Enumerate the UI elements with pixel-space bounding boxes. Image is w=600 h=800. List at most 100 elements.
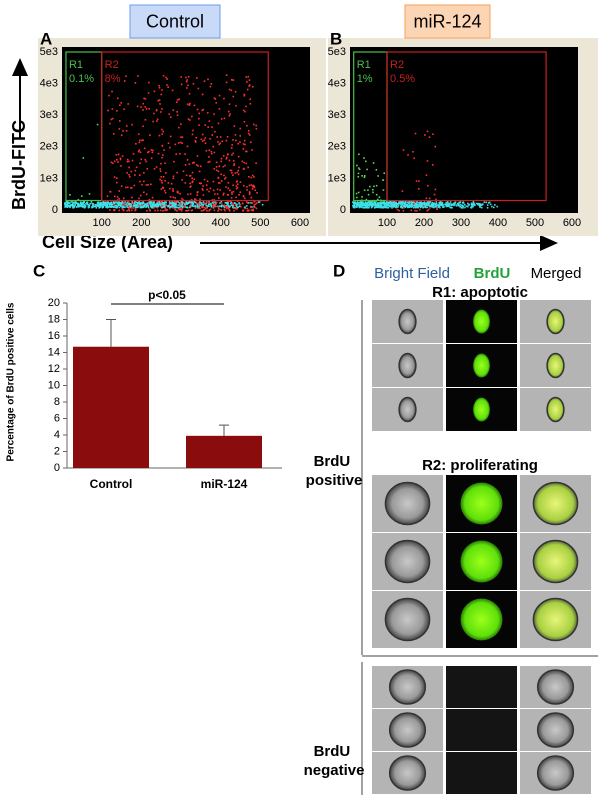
event-dot bbox=[141, 183, 143, 186]
event-dot bbox=[403, 206, 406, 208]
event-dot bbox=[245, 201, 248, 203]
event-dot bbox=[385, 205, 388, 208]
event-dot bbox=[251, 188, 254, 190]
cell-image bbox=[520, 533, 594, 590]
event-dot bbox=[383, 206, 385, 209]
event-dot bbox=[243, 161, 245, 164]
event-dot bbox=[367, 193, 370, 196]
event-dot bbox=[161, 202, 164, 204]
event-dot bbox=[468, 203, 471, 206]
event-dot bbox=[372, 203, 374, 206]
gate-percent: 8% bbox=[105, 73, 121, 85]
event-dot bbox=[206, 180, 209, 183]
event-dot bbox=[194, 204, 196, 207]
cell-image bbox=[372, 666, 446, 708]
event-dot bbox=[189, 102, 191, 105]
event-dot bbox=[164, 191, 167, 194]
event-dot bbox=[138, 174, 141, 176]
event-dot bbox=[107, 202, 110, 204]
event-dot bbox=[140, 106, 142, 108]
event-dot bbox=[250, 202, 252, 204]
event-dot bbox=[114, 204, 116, 207]
event-dot bbox=[116, 202, 119, 205]
event-dot bbox=[116, 110, 118, 112]
event-dot bbox=[198, 117, 200, 120]
event-dot bbox=[121, 205, 124, 208]
cell-image bbox=[446, 300, 520, 343]
event-dot bbox=[80, 205, 83, 207]
event-dot bbox=[149, 209, 151, 212]
event-dot bbox=[372, 191, 374, 194]
event-dot bbox=[120, 102, 122, 104]
event-dot bbox=[185, 203, 188, 205]
event-dot bbox=[438, 205, 440, 208]
event-dot bbox=[428, 207, 431, 209]
event-dot bbox=[239, 181, 242, 183]
event-dot bbox=[195, 201, 197, 204]
event-dot bbox=[109, 190, 112, 193]
event-dot bbox=[119, 104, 121, 107]
event-dot bbox=[208, 120, 211, 122]
event-dot bbox=[167, 205, 169, 207]
event-dot bbox=[231, 154, 233, 156]
y-tick-label: 2e3 bbox=[40, 141, 58, 153]
event-dot bbox=[216, 136, 219, 138]
event-dot bbox=[418, 205, 420, 207]
event-dot bbox=[75, 206, 78, 208]
event-dot bbox=[452, 203, 455, 206]
event-dot bbox=[420, 201, 423, 204]
event-dot bbox=[180, 205, 183, 208]
event-dot bbox=[168, 113, 171, 116]
event-dot bbox=[209, 137, 211, 140]
event-dot bbox=[208, 209, 210, 212]
event-dot bbox=[118, 120, 121, 122]
event-dot bbox=[238, 205, 241, 208]
event-dot bbox=[110, 202, 112, 204]
event-dot bbox=[168, 187, 171, 190]
event-dot bbox=[368, 205, 371, 207]
event-dot bbox=[403, 205, 406, 207]
event-dot bbox=[434, 205, 436, 208]
event-dot bbox=[207, 78, 209, 81]
event-dot bbox=[230, 147, 233, 149]
event-dot bbox=[471, 203, 474, 205]
event-dot bbox=[367, 203, 370, 206]
event-dot bbox=[403, 202, 405, 205]
event-dot bbox=[144, 106, 147, 108]
event-dot bbox=[356, 202, 358, 205]
event-dot bbox=[185, 201, 187, 203]
event-dot bbox=[230, 78, 233, 81]
event-dot bbox=[151, 204, 154, 207]
cell-image bbox=[446, 591, 520, 648]
event-dot bbox=[365, 202, 367, 205]
event-dot bbox=[233, 160, 235, 162]
event-dot bbox=[139, 206, 142, 209]
event-dot bbox=[175, 101, 178, 103]
y-tick-label: 0 bbox=[340, 204, 346, 216]
event-dot bbox=[127, 204, 129, 207]
event-dot bbox=[353, 206, 356, 209]
event-dot bbox=[196, 202, 199, 205]
event-dot bbox=[139, 203, 142, 206]
event-dot bbox=[246, 210, 249, 212]
event-dot bbox=[423, 201, 426, 203]
event-dot bbox=[377, 206, 380, 208]
event-dot bbox=[72, 206, 75, 209]
event-dot bbox=[206, 207, 208, 209]
event-dot bbox=[143, 97, 145, 100]
event-dot bbox=[369, 201, 372, 204]
event-dot bbox=[390, 206, 393, 209]
event-dot bbox=[496, 205, 499, 208]
event-dot bbox=[158, 99, 161, 101]
event-dot bbox=[228, 159, 231, 162]
event-dot bbox=[374, 206, 377, 209]
image-bg bbox=[446, 709, 517, 751]
event-dot bbox=[417, 206, 419, 209]
event-dot bbox=[223, 97, 225, 100]
event-dot bbox=[355, 202, 357, 205]
event-dot bbox=[123, 80, 126, 82]
cell bbox=[536, 755, 575, 791]
event-dot bbox=[188, 206, 191, 209]
event-dot bbox=[110, 118, 113, 121]
event-dot bbox=[156, 202, 159, 204]
